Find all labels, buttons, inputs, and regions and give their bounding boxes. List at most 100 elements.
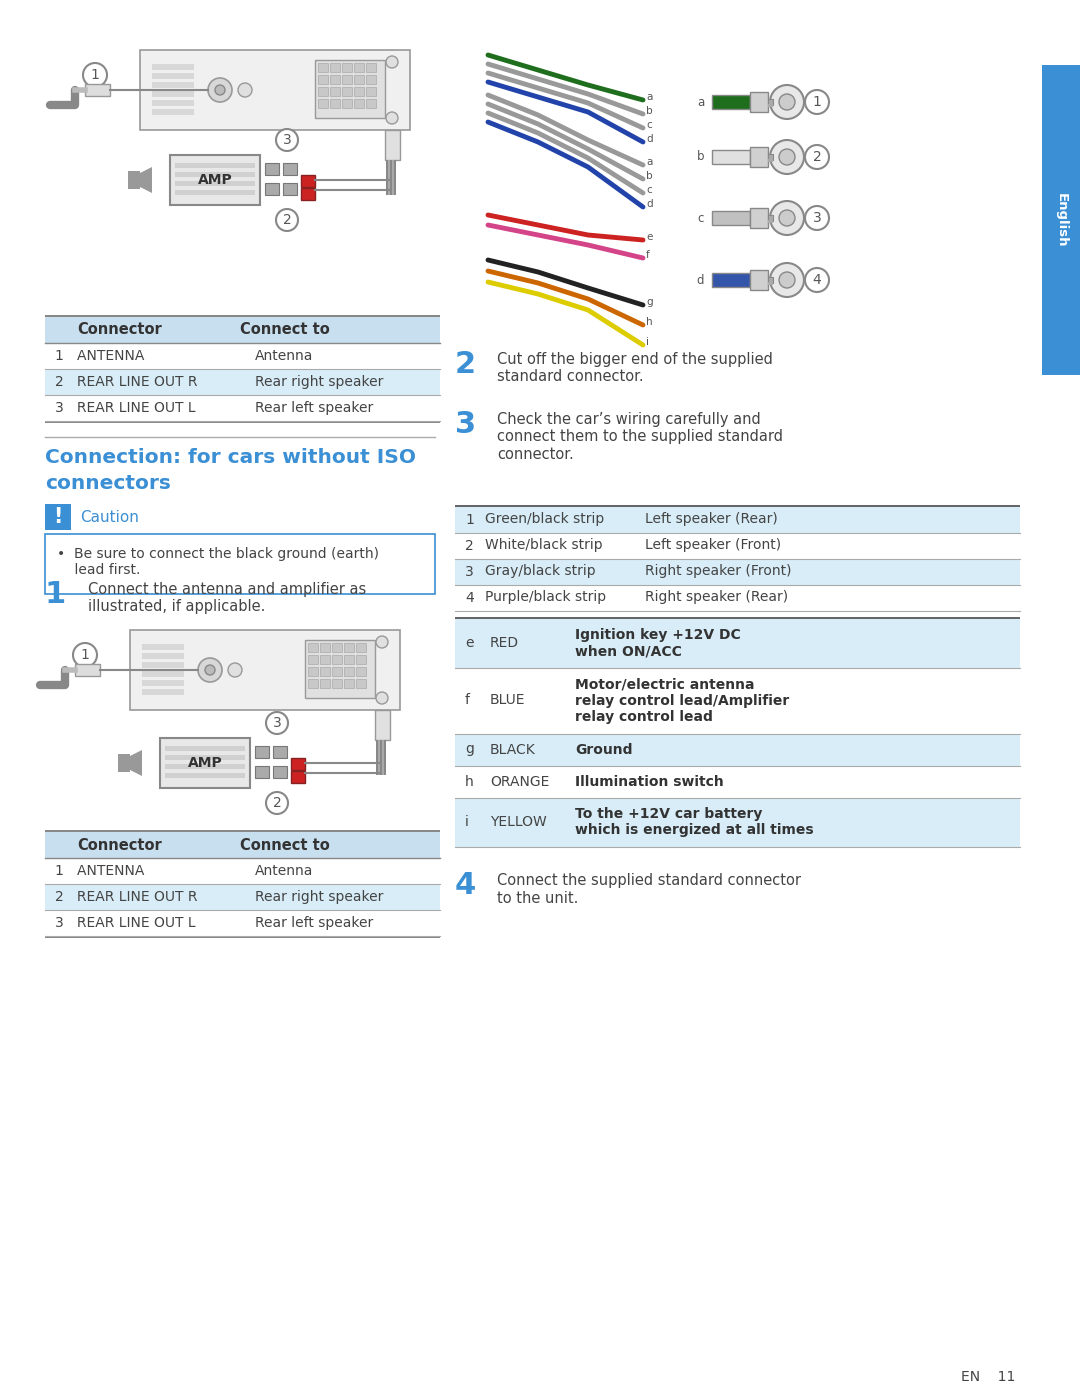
Text: 2: 2: [455, 351, 476, 379]
Bar: [455, 610, 1020, 612]
Bar: [160, 738, 249, 788]
Circle shape: [770, 201, 804, 235]
Text: BLUE: BLUE: [490, 693, 526, 707]
Bar: [45, 317, 440, 344]
Text: a: a: [697, 95, 704, 109]
Circle shape: [198, 658, 222, 682]
Text: Connect to: Connect to: [240, 837, 329, 852]
Bar: [308, 679, 318, 687]
Text: d: d: [646, 198, 652, 210]
Text: Ignition key +12V DC
when ON/ACC: Ignition key +12V DC when ON/ACC: [575, 627, 741, 658]
Bar: [455, 584, 1020, 610]
Text: •  Be sure to connect the black ground (earth)
    lead first.: • Be sure to connect the black ground (e…: [57, 546, 379, 577]
Bar: [165, 746, 245, 752]
Bar: [175, 182, 255, 186]
Bar: [332, 643, 342, 652]
Bar: [455, 507, 1020, 532]
Text: 3: 3: [812, 211, 822, 225]
Bar: [345, 655, 354, 664]
Circle shape: [805, 145, 829, 169]
Text: 3: 3: [455, 409, 476, 439]
Text: h: h: [646, 317, 652, 327]
Bar: [345, 643, 354, 652]
Text: a: a: [646, 156, 652, 168]
Bar: [354, 99, 364, 108]
Text: 3: 3: [465, 564, 474, 578]
Text: Left speaker (Front): Left speaker (Front): [645, 538, 781, 552]
Bar: [332, 655, 342, 664]
Bar: [342, 87, 352, 96]
Bar: [318, 63, 328, 73]
Circle shape: [238, 82, 252, 96]
Text: Left speaker (Rear): Left speaker (Rear): [645, 513, 778, 527]
Text: Connect the antenna and amplifier as
illustrated, if applicable.: Connect the antenna and amplifier as ill…: [87, 583, 366, 615]
Circle shape: [386, 112, 399, 124]
Text: Connect to: Connect to: [240, 323, 329, 338]
Circle shape: [266, 712, 288, 733]
Bar: [750, 147, 768, 168]
Bar: [141, 644, 184, 650]
Bar: [342, 75, 352, 84]
Bar: [386, 161, 388, 196]
Text: Antenna: Antenna: [255, 349, 313, 363]
Bar: [45, 830, 440, 833]
Bar: [45, 936, 440, 937]
Text: i: i: [646, 337, 649, 346]
Text: Connect the supplied standard connector
to the unit.: Connect the supplied standard connector …: [497, 873, 801, 905]
Text: Caution: Caution: [80, 510, 139, 524]
Text: EN    11: EN 11: [960, 1370, 1015, 1384]
Text: 3   REAR LINE OUT L: 3 REAR LINE OUT L: [55, 916, 195, 930]
Text: c: c: [698, 211, 704, 225]
Bar: [129, 170, 140, 189]
Circle shape: [376, 692, 388, 704]
Circle shape: [805, 205, 829, 231]
Bar: [45, 534, 435, 594]
Circle shape: [770, 140, 804, 175]
Bar: [152, 109, 194, 115]
Bar: [455, 504, 1020, 507]
Text: Right speaker (Front): Right speaker (Front): [645, 564, 792, 578]
Bar: [750, 92, 768, 112]
Bar: [255, 766, 269, 778]
Text: !: !: [53, 507, 63, 527]
Bar: [165, 754, 245, 760]
Text: Ground: Ground: [575, 742, 633, 757]
Text: 2: 2: [272, 796, 282, 810]
Circle shape: [208, 78, 232, 102]
Bar: [152, 101, 194, 106]
Text: Connector: Connector: [78, 323, 162, 338]
Bar: [332, 666, 342, 676]
Circle shape: [276, 129, 298, 151]
Bar: [366, 99, 376, 108]
Text: Right speaker (Rear): Right speaker (Rear): [645, 591, 788, 605]
Bar: [768, 103, 773, 108]
Bar: [378, 740, 380, 775]
Text: g: g: [465, 742, 474, 757]
Bar: [768, 219, 773, 224]
Text: Gray/black strip: Gray/black strip: [485, 564, 596, 578]
Bar: [388, 161, 390, 196]
Text: BLACK: BLACK: [490, 742, 536, 757]
Circle shape: [73, 643, 97, 666]
Text: Rear left speaker: Rear left speaker: [255, 916, 374, 930]
Polygon shape: [140, 168, 152, 193]
Bar: [170, 155, 260, 205]
Bar: [85, 84, 110, 96]
Text: AMP: AMP: [188, 756, 222, 770]
Bar: [320, 643, 330, 652]
Text: To the +12V car battery
which is energized at all times: To the +12V car battery which is energiz…: [575, 807, 813, 837]
Circle shape: [779, 272, 795, 288]
Bar: [45, 884, 440, 909]
Bar: [712, 149, 750, 163]
Bar: [175, 190, 255, 196]
Bar: [175, 172, 255, 177]
Text: 1: 1: [81, 648, 90, 662]
Bar: [354, 63, 364, 73]
Bar: [152, 91, 194, 96]
Bar: [165, 764, 245, 768]
Bar: [768, 154, 773, 161]
Bar: [45, 395, 440, 420]
Bar: [342, 63, 352, 73]
Bar: [390, 161, 392, 196]
Bar: [45, 909, 440, 936]
